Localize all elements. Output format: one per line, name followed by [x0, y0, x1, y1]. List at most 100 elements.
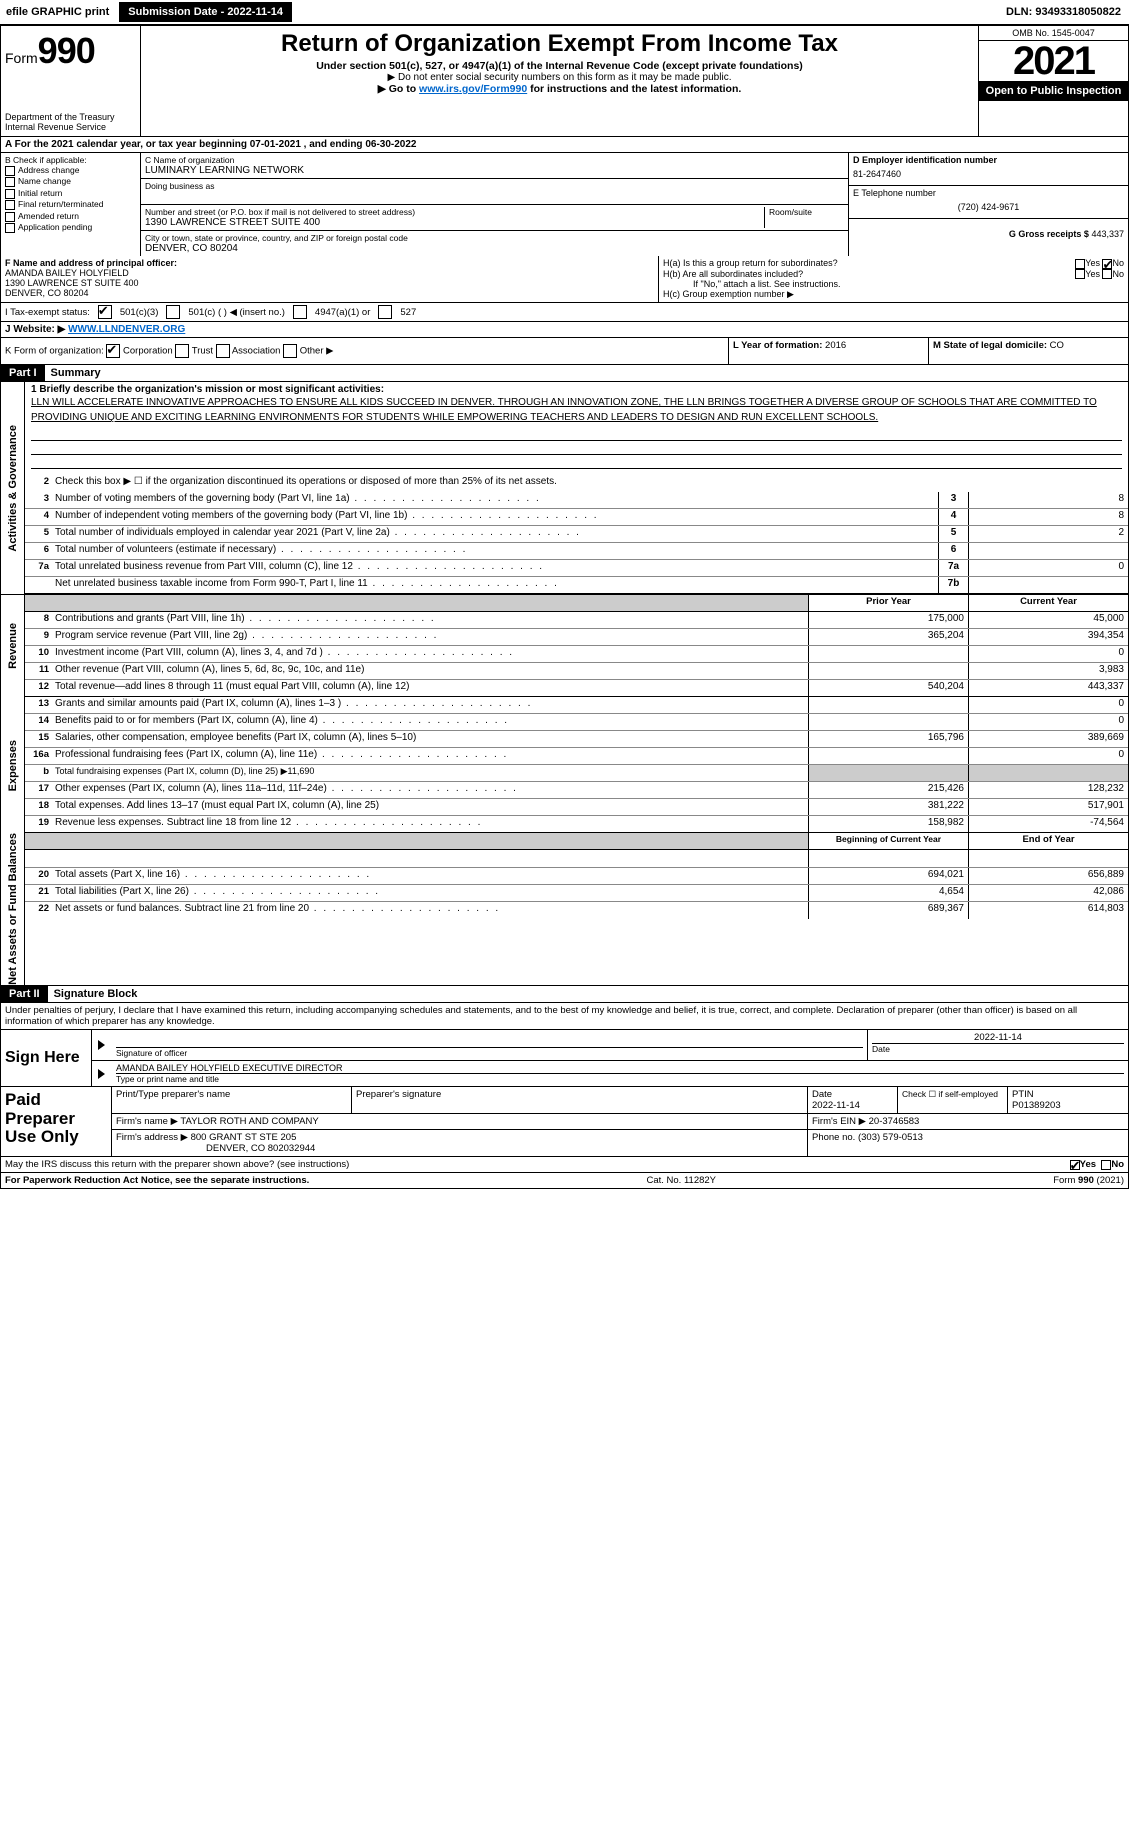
org-name: LUMINARY LEARNING NETWORK — [145, 165, 844, 176]
l19-curr: -74,564 — [968, 816, 1128, 832]
arrow-icon — [98, 1069, 105, 1079]
form-header: Form990 Department of the Treasury Inter… — [0, 25, 1129, 137]
lbl-gross: G Gross receipts $ — [1009, 229, 1089, 239]
website-link[interactable]: WWW.LLNDENVER.ORG — [68, 324, 185, 335]
l22-end: 614,803 — [968, 902, 1128, 919]
l8-curr: 45,000 — [968, 612, 1128, 628]
officer-name: AMANDA BAILEY HOLYFIELD — [5, 268, 654, 278]
line-a: A For the 2021 calendar year, or tax yea… — [0, 137, 1129, 153]
l10-prior — [808, 646, 968, 662]
cb-discuss-no[interactable] — [1101, 1160, 1111, 1170]
side-expenses: Expenses — [1, 697, 25, 833]
l22-beg: 689,367 — [808, 902, 968, 919]
firm-addr1: 800 GRANT ST STE 205 — [191, 1132, 297, 1143]
box-h: H(a) Is this a group return for subordin… — [658, 256, 1128, 302]
line-2: Check this box ▶ ☐ if the organization d… — [53, 475, 1128, 492]
l16a-prior — [808, 748, 968, 764]
cb-4947[interactable] — [293, 305, 307, 319]
line-6-val — [968, 543, 1128, 559]
line-4-val: 8 — [968, 509, 1128, 525]
cb-ha-yes[interactable] — [1075, 259, 1085, 269]
irs-link[interactable]: www.irs.gov/Form990 — [419, 83, 527, 95]
section-fh: F Name and address of principal officer:… — [0, 256, 1129, 303]
open-to-public: Open to Public Inspection — [979, 81, 1128, 101]
cb-discuss-yes[interactable] — [1070, 1160, 1080, 1170]
lbl-dba: Doing business as — [145, 181, 844, 191]
cb-corp[interactable] — [106, 344, 120, 358]
side-net-assets: Net Assets or Fund Balances — [1, 833, 25, 985]
box-k: K Form of organization: Corporation Trus… — [0, 338, 1129, 365]
firm-ein: 20-3746583 — [869, 1116, 920, 1127]
l12-prior: 540,204 — [808, 680, 968, 696]
submission-date: Submission Date - 2022-11-14 — [119, 2, 292, 22]
line-6-desc: Total number of volunteers (estimate if … — [53, 543, 938, 559]
cb-other[interactable] — [283, 344, 297, 358]
cb-501c3[interactable] — [98, 305, 112, 319]
cb-assoc[interactable] — [216, 344, 230, 358]
l11-prior — [808, 663, 968, 679]
line-5-desc: Total number of individuals employed in … — [53, 526, 938, 542]
blank-line — [31, 441, 1122, 455]
hdr-beginning: Beginning of Current Year — [808, 833, 968, 849]
l11-curr: 3,983 — [968, 663, 1128, 679]
cb-name-change[interactable] — [5, 177, 15, 187]
discuss-row: May the IRS discuss this return with the… — [0, 1157, 1129, 1173]
line-7a-val: 0 — [968, 560, 1128, 576]
cb-hb-yes[interactable] — [1075, 269, 1085, 279]
firm-name: TAYLOR ROTH AND COMPANY — [180, 1116, 318, 1127]
dept-treasury: Department of the Treasury — [5, 112, 136, 122]
form-number: 990 — [38, 30, 95, 71]
paid-preparer: Paid Preparer Use Only Print/Type prepar… — [0, 1087, 1129, 1157]
form-subtitle: Under section 501(c), 527, or 4947(a)(1)… — [149, 60, 970, 72]
dln: DLN: 93493318050822 — [1006, 6, 1127, 18]
lbl-self-employed: Check ☐ if self-employed — [898, 1087, 1008, 1113]
l16b-grey2 — [968, 765, 1128, 781]
officer-printed-name: AMANDA BAILEY HOLYFIELD EXECUTIVE DIRECT… — [116, 1063, 1124, 1074]
box-i: I Tax-exempt status: 501(c)(3) 501(c) ( … — [0, 303, 1129, 322]
signature-block: Under penalties of perjury, I declare th… — [0, 1003, 1129, 1087]
cb-501c[interactable] — [166, 305, 180, 319]
l18-prior: 381,222 — [808, 799, 968, 815]
lbl-preparer-name: Print/Type preparer's name — [112, 1087, 352, 1113]
l17-curr: 128,232 — [968, 782, 1128, 798]
footer: For Paperwork Reduction Act Notice, see … — [0, 1173, 1129, 1189]
line-5-val: 2 — [968, 526, 1128, 542]
l20-beg: 694,021 — [808, 868, 968, 884]
cb-hb-no[interactable] — [1102, 269, 1112, 279]
paid-preparer-title: Paid Preparer Use Only — [1, 1087, 111, 1156]
cb-address-change[interactable] — [5, 166, 15, 176]
l20-end: 656,889 — [968, 868, 1128, 884]
cb-app-pending[interactable] — [5, 223, 15, 233]
box-b-title: B Check if applicable: — [5, 155, 136, 165]
cb-ha-no[interactable] — [1102, 259, 1112, 269]
footer-form: Form 990 (2021) — [1053, 1175, 1124, 1186]
cb-amended[interactable] — [5, 212, 15, 222]
officer-addr: 1390 LAWRENCE ST SUITE 400 — [5, 278, 654, 288]
l14-curr: 0 — [968, 714, 1128, 730]
cb-initial-return[interactable] — [5, 189, 15, 199]
lbl-sig-officer: Signature of officer — [116, 1048, 863, 1058]
cb-trust[interactable] — [175, 344, 189, 358]
prep-date: 2022-11-14 — [812, 1100, 860, 1111]
ein: 81-2647460 — [853, 165, 1124, 183]
box-deg: D Employer identification number 81-2647… — [848, 153, 1128, 256]
hdr-prior: Prior Year — [808, 595, 968, 611]
l16b-grey — [808, 765, 968, 781]
sig-declaration: Under penalties of perjury, I declare th… — [1, 1003, 1128, 1029]
cb-final-return[interactable] — [5, 200, 15, 210]
part2-header: Part II Signature Block — [0, 986, 1129, 1003]
l10-curr: 0 — [968, 646, 1128, 662]
l15-curr: 389,669 — [968, 731, 1128, 747]
line-4-desc: Number of independent voting members of … — [53, 509, 938, 525]
blank-line — [31, 455, 1122, 469]
line-7b-val — [968, 577, 1128, 593]
phone: (720) 424-9671 — [853, 198, 1124, 216]
sign-here: Sign Here — [1, 1030, 91, 1086]
l8-prior: 175,000 — [808, 612, 968, 628]
org-city: DENVER, CO 80204 — [145, 243, 844, 254]
lbl-name-title: Type or print name and title — [116, 1074, 1124, 1084]
mission-text: LLN WILL ACCELERATE INNOVATIVE APPROACHE… — [31, 395, 1122, 425]
cb-527[interactable] — [378, 305, 392, 319]
l12-curr: 443,337 — [968, 680, 1128, 696]
box-j: J Website: ▶ WWW.LLNDENVER.ORG — [0, 322, 1129, 338]
